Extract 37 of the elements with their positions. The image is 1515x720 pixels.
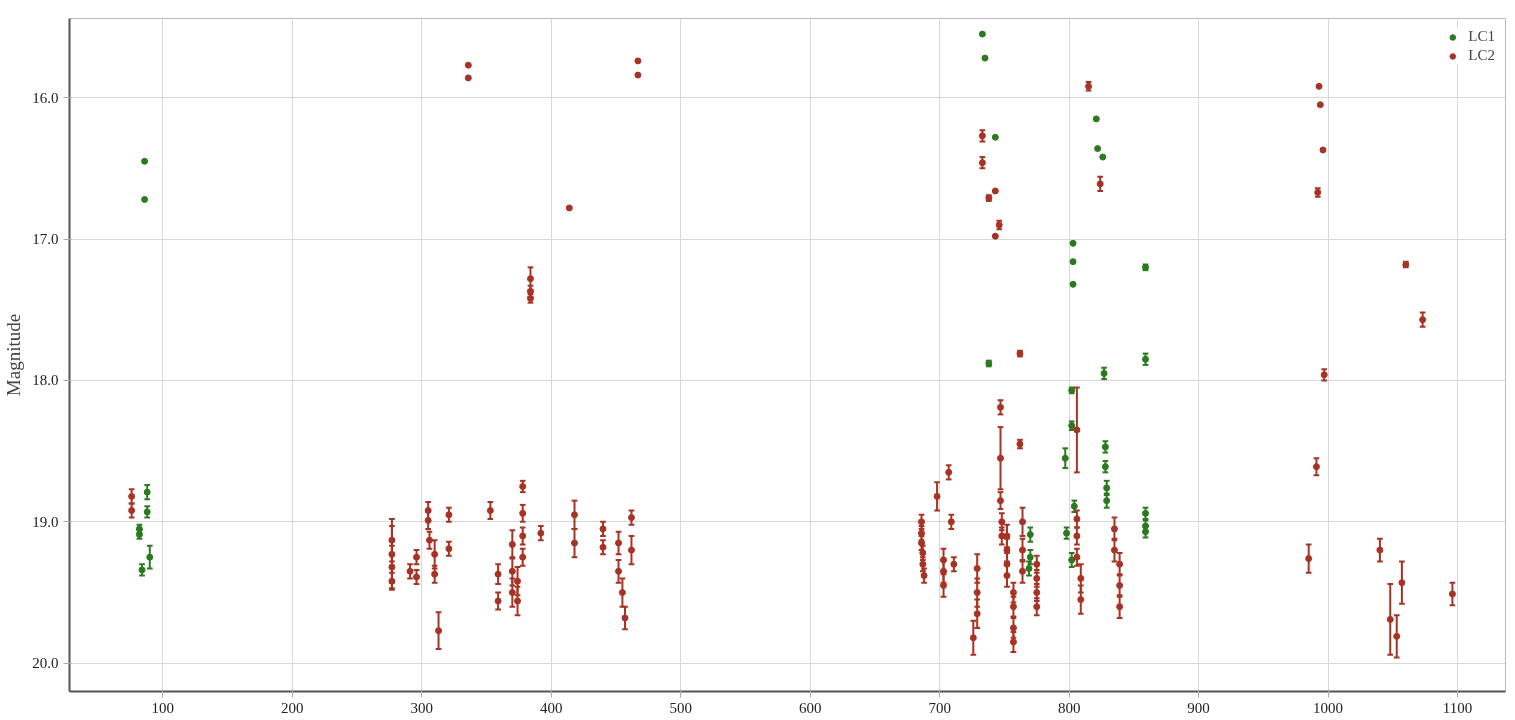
- point: [141, 195, 149, 203]
- point: [1069, 280, 1077, 288]
- point: [1094, 145, 1102, 153]
- legend-label: LC1: [1468, 28, 1495, 45]
- point: [1061, 454, 1069, 462]
- point: [1069, 239, 1077, 247]
- point: [1092, 115, 1100, 123]
- point: [143, 488, 151, 496]
- x-tick-label: 100: [151, 699, 174, 716]
- y-tick-label: 19.0: [32, 513, 59, 530]
- point: [141, 157, 149, 165]
- x-tick-label: 300: [410, 699, 433, 716]
- point: [978, 30, 986, 38]
- x-tick-label: 800: [1057, 699, 1081, 716]
- point: [1068, 556, 1076, 564]
- point: [1100, 369, 1108, 377]
- x-tick-label: 200: [280, 699, 304, 716]
- x-tick-label: 400: [539, 699, 563, 716]
- point: [146, 553, 154, 561]
- point: [1026, 531, 1034, 539]
- x-tick-label: 500: [669, 699, 692, 716]
- x-tick-label: 1100: [1442, 699, 1473, 716]
- x-tick-label: 700: [928, 699, 951, 716]
- point: [981, 54, 989, 62]
- y-tick-label: 20.0: [32, 655, 59, 672]
- x-tick-label: 600: [798, 699, 822, 716]
- point: [1103, 497, 1111, 505]
- y-tick-label: 18.0: [32, 372, 59, 389]
- legend-label: LC2: [1468, 47, 1495, 64]
- y-tick-label: 17.0: [32, 231, 59, 248]
- y-tick-label: 16.0: [32, 89, 59, 106]
- x-tick-label: 1000: [1313, 699, 1344, 716]
- point: [991, 133, 999, 141]
- y-axis-title: Magnitude: [3, 313, 25, 397]
- point: [1099, 153, 1107, 161]
- x-tick-label: 900: [1187, 699, 1210, 716]
- point: [1069, 258, 1077, 266]
